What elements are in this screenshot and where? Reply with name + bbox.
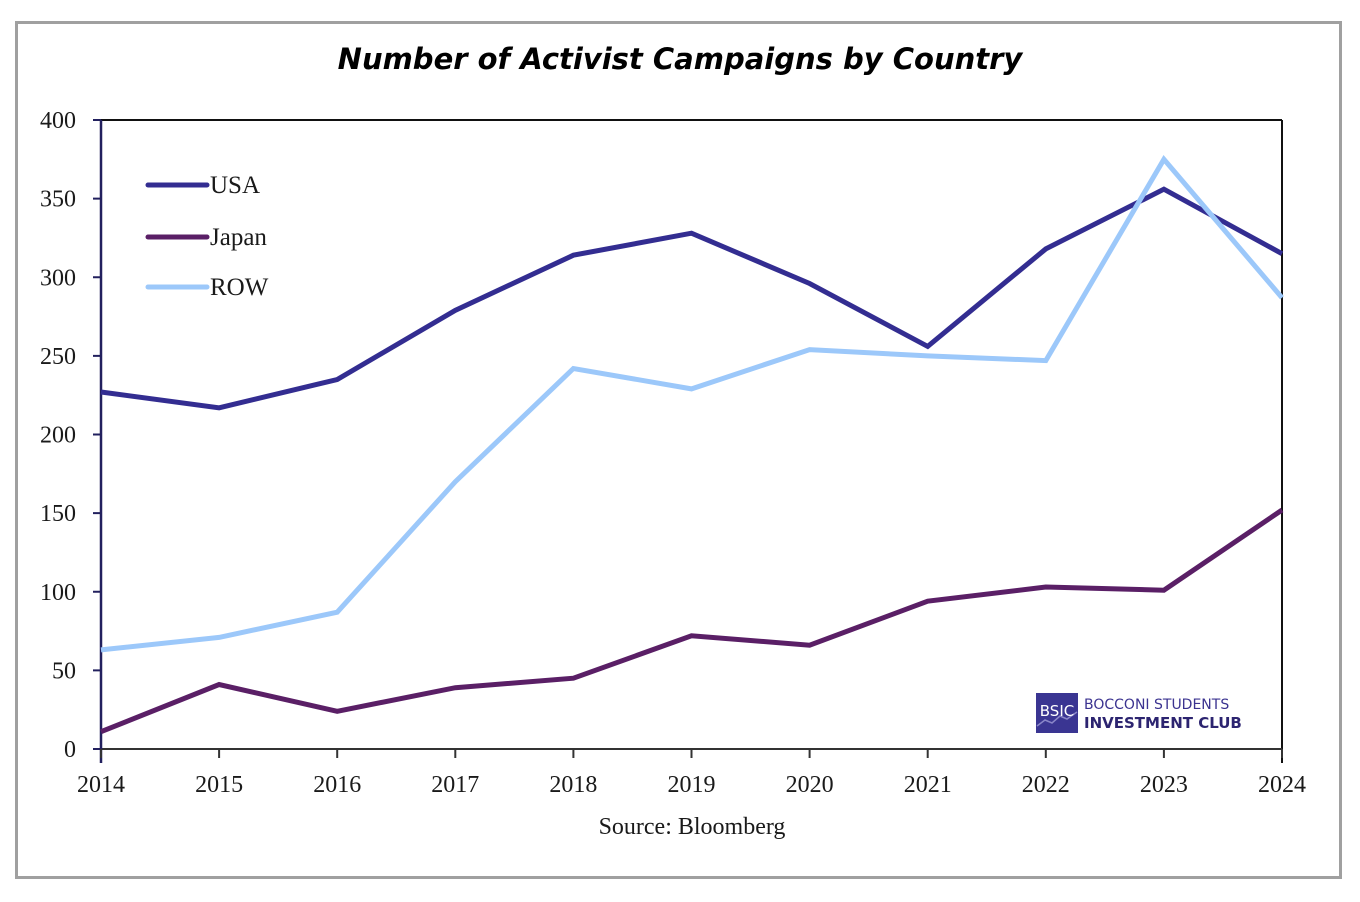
y-tick-label: 0: [64, 737, 76, 763]
y-tick-label: 100: [40, 580, 76, 606]
axes: 0 50 100 150 200 250 300 350 400 2014 2015 2016 2017…: [40, 108, 1306, 798]
y-tick-label: 300: [40, 265, 76, 291]
legend-label-japan: Japan: [210, 224, 267, 251]
logo-line1: BOCCONI STUDENTS: [1084, 697, 1229, 713]
x-tick-label: 2017: [431, 772, 479, 798]
x-tick-label: 2014: [77, 772, 125, 798]
chart-frame: [15, 21, 1342, 879]
legend-label-usa: USA: [210, 172, 260, 199]
y-tick-label: 250: [40, 344, 76, 370]
logo-badge-text: BSIC: [1040, 702, 1074, 720]
logo-wave-icon: [1036, 711, 1078, 727]
x-tick-label: 2015: [195, 772, 243, 798]
x-tick-label: 2021: [904, 772, 952, 798]
legend: USA Japan ROW: [145, 172, 269, 301]
source-note: Source: Bloomberg: [599, 814, 786, 840]
chart-title: Number of Activist Campaigns by Country: [337, 42, 1023, 76]
x-tick-label: 2023: [1140, 772, 1188, 798]
bsic-logo: BSIC BOCCONI STUDENTS INVESTMENT CLUB: [1036, 693, 1242, 733]
y-tick-label: 50: [52, 658, 76, 684]
legend-label-row: ROW: [210, 274, 269, 301]
y-tick-label: 150: [40, 501, 76, 527]
y-tick-label: 200: [40, 423, 76, 449]
x-tick-label: 2018: [549, 772, 597, 798]
x-tick-label: 2024: [1258, 772, 1306, 798]
x-tick-label: 2022: [1022, 772, 1070, 798]
logo-line2: INVESTMENT CLUB: [1084, 714, 1242, 732]
series-line-usa: [100, 186, 1284, 411]
x-tick-label: 2020: [786, 772, 834, 798]
x-tick-label: 2019: [668, 772, 716, 798]
series-lines: [100, 155, 1284, 735]
y-tick-label: 350: [40, 187, 76, 213]
x-tick-label: 2016: [313, 772, 361, 798]
y-tick-label: 400: [40, 108, 76, 134]
logo-badge: [1036, 693, 1078, 733]
